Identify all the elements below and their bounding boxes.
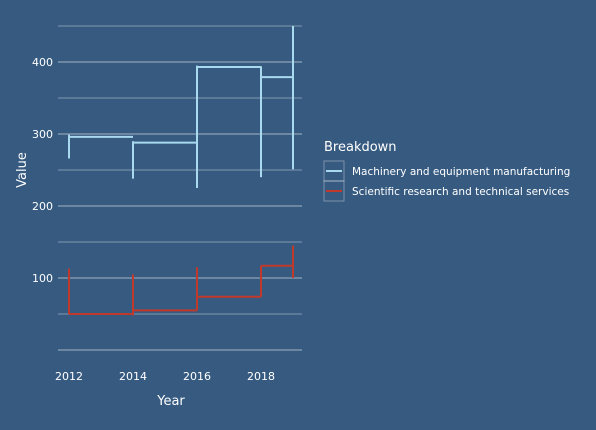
x-tick-label: 2018 — [247, 370, 275, 383]
x-axis-title: Year — [156, 394, 185, 409]
y-tick-label: 400 — [32, 56, 53, 69]
series-1 — [68, 26, 294, 188]
y-tick-label: 300 — [32, 128, 53, 141]
x-tick-labels: 2012 2014 2016 2018 — [55, 370, 275, 383]
legend-key-box — [323, 180, 345, 202]
legend-title: Breakdown — [324, 140, 397, 155]
y-tick-label: 100 — [32, 272, 53, 285]
series-group — [68, 26, 294, 316]
gridlines — [58, 25, 302, 351]
y-tick-labels: 100 200 300 400 — [32, 56, 53, 285]
legend: Breakdown Machinery and equipment manufa… — [323, 140, 570, 202]
legend-label: Machinery and equipment manufacturing — [352, 166, 570, 178]
x-tick-label: 2012 — [55, 370, 83, 383]
x-tick-label: 2016 — [183, 370, 211, 383]
legend-label: Scientific research and technical servic… — [352, 186, 569, 198]
y-tick-label: 200 — [32, 200, 53, 213]
series-2 — [68, 245, 294, 316]
x-tick-label: 2014 — [119, 370, 147, 383]
legend-key-box — [323, 160, 345, 182]
y-axis-title: Value — [15, 152, 30, 188]
